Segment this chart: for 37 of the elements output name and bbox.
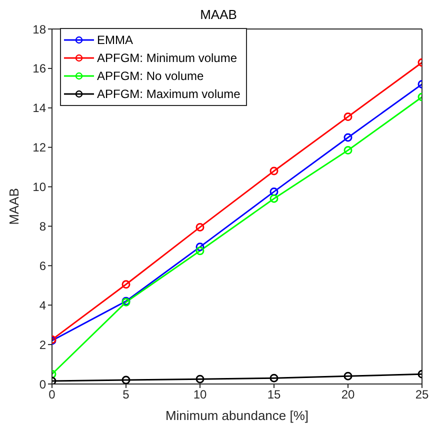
point xyxy=(344,372,352,380)
x-tick-label: 0 xyxy=(48,388,56,402)
y-axis-title: MAAB xyxy=(6,188,22,225)
y-tick-label: 6 xyxy=(39,258,46,273)
chart-title: MAAB xyxy=(199,7,238,22)
point xyxy=(270,194,278,203)
y-tick-label: 8 xyxy=(39,219,46,234)
legend-label: APFGM: Minimum volume xyxy=(97,51,238,65)
x-tick-label: 5 xyxy=(122,388,130,402)
y-tick-label: 18 xyxy=(32,22,46,36)
x-tick-label: 20 xyxy=(341,388,355,402)
legend-label: APFGM: No volume xyxy=(97,69,204,83)
point xyxy=(344,112,352,122)
point xyxy=(122,376,130,384)
legend-label: APFGM: Maximum volume xyxy=(97,87,240,101)
y-tick-label: 0 xyxy=(39,377,46,392)
point xyxy=(344,133,352,142)
x-tick-label: 15 xyxy=(267,388,281,402)
y-tick-label: 2 xyxy=(39,338,46,352)
point xyxy=(270,166,278,176)
y-tick-label: 4 xyxy=(39,298,46,312)
y-tick-label: 10 xyxy=(32,180,46,194)
point xyxy=(270,187,278,196)
point xyxy=(196,246,204,256)
x-tick-label: 25 xyxy=(415,388,429,402)
x-axis-title: Minimum abundance [%] xyxy=(165,408,309,423)
x-tick-label: 10 xyxy=(193,388,207,402)
legend-label: EMMA xyxy=(97,33,133,47)
y-tick-label: 16 xyxy=(32,62,46,76)
point xyxy=(344,146,352,155)
point xyxy=(196,374,204,384)
point xyxy=(196,222,204,232)
point xyxy=(270,374,278,382)
y-tick-label: 14 xyxy=(32,101,46,116)
point xyxy=(122,280,130,289)
y-tick-label: 12 xyxy=(32,140,46,155)
point xyxy=(196,242,204,252)
